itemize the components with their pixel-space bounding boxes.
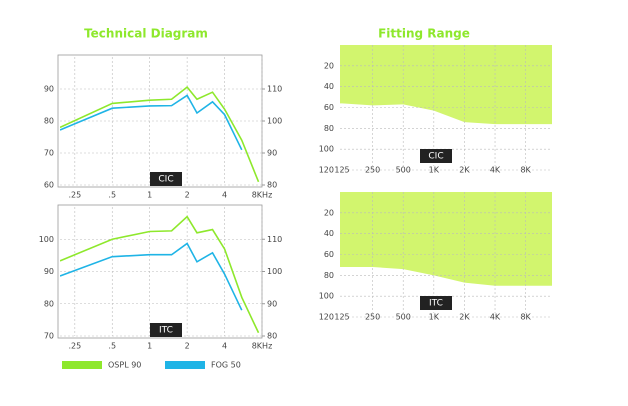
y-tick-label: 60 [324,250,334,259]
x-tick-label: 4 [222,191,227,200]
y2-tick-label: 100 [267,267,282,276]
x-tick-label: 2K [459,166,470,175]
y-tick-label: 70 [44,149,54,158]
heading: Fitting Range [378,27,470,41]
y2-tick-label: 110 [267,85,282,94]
y2-tick-label: 80 [267,181,277,190]
y-tick-label: 70 [44,332,54,341]
x-tick-label: .5 [108,191,116,200]
badge [420,296,452,310]
x-tick-label: .25 [68,342,81,351]
x-tick-label: 4K [490,166,501,175]
y-tick-label: 40 [324,82,334,91]
legend-label: FOG 50 [211,361,241,370]
x-tick-label: 4 [222,342,227,351]
y-tick-label: 90 [44,85,54,94]
x-tick-label: 8KHz [252,342,273,351]
x-tick-label: 125 [334,166,349,175]
x-tick-label: .25 [68,191,81,200]
legend-swatch [62,361,102,369]
series-line [60,242,243,311]
x-tick-label: 500 [396,313,411,322]
badge [420,149,452,163]
badge-label: CIC [158,175,173,185]
y-tick-label: 120 [319,313,334,322]
y-tick-label: 100 [319,145,334,154]
y-tick-label: 100 [39,235,54,244]
x-tick-label: 250 [365,166,380,175]
y2-tick-label: 90 [267,149,277,158]
series-line [60,215,260,334]
x-tick-label: 250 [365,313,380,322]
y2-tick-label: 80 [267,332,277,341]
x-tick-label: 2 [185,191,190,200]
y-tick-label: 90 [44,267,54,276]
y2-tick-label: 100 [267,117,282,126]
x-tick-label: 1 [147,191,152,200]
y-tick-label: 20 [324,61,334,70]
y2-tick-label: 90 [267,299,277,308]
y-tick-label: 60 [324,103,334,112]
y-tick-label: 40 [324,229,334,238]
y-tick-label: 80 [324,271,334,280]
y-tick-label: 60 [44,181,54,190]
series-line [60,94,243,151]
fitting-area [340,45,552,125]
y-tick-label: 80 [324,124,334,133]
y2-tick-label: 110 [267,235,282,244]
series-line [60,85,260,183]
y-tick-label: 80 [44,299,54,308]
x-tick-label: 1 [147,342,152,351]
x-tick-label: 8K [520,166,531,175]
y-tick-label: 80 [44,117,54,126]
legend-swatch [165,361,205,369]
x-tick-label: 2K [459,313,470,322]
legend-label: OSPL 90 [108,361,141,370]
badge-label: CIC [428,152,443,162]
heading: Technical Diagram [84,27,208,41]
y-tick-label: 100 [319,292,334,301]
x-tick-label: 500 [396,166,411,175]
badge [150,323,182,337]
badge-label: ITC [159,326,173,336]
y-tick-label: 20 [324,208,334,217]
fitting-area [340,192,552,286]
x-tick-label: 4K [490,313,501,322]
x-tick-label: 1K [429,166,440,175]
x-tick-label: 125 [334,313,349,322]
x-tick-label: 1K [429,313,440,322]
x-tick-label: 2 [185,342,190,351]
x-tick-label: 8KHz [252,191,273,200]
x-tick-label: 8K [520,313,531,322]
x-tick-label: .5 [108,342,116,351]
badge [150,172,182,186]
y-tick-label: 120 [319,166,334,175]
badge-label: ITC [429,299,443,309]
